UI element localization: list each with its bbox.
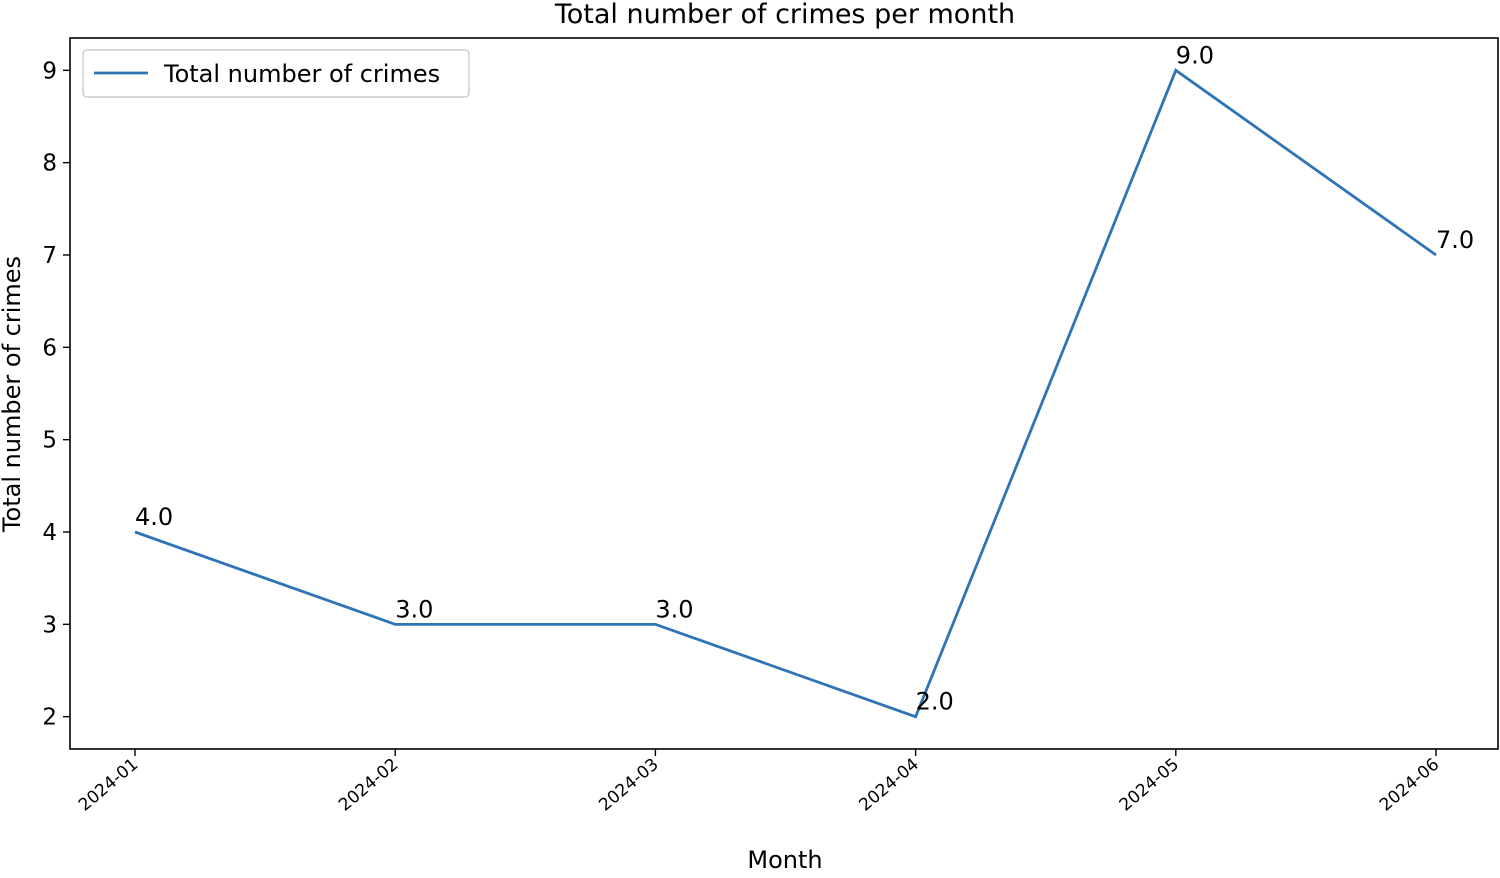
data-label: 3.0: [655, 595, 693, 623]
y-tick-label: 3: [42, 612, 57, 638]
y-tick-label: 7: [42, 243, 57, 269]
y-tick-label: 8: [42, 151, 57, 177]
x-tick-label: 2024-05: [1116, 755, 1183, 816]
chart-title: Total number of crimes per month: [554, 0, 1015, 30]
legend-label: Total number of crimes: [163, 60, 440, 88]
x-tick-label: 2024-06: [1376, 755, 1443, 816]
y-tick-label: 9: [42, 58, 57, 84]
x-tick-label: 2024-02: [335, 755, 402, 816]
y-tick-label: 2: [42, 705, 57, 731]
x-tick-label: 2024-04: [856, 755, 923, 816]
y-tick-label: 6: [42, 335, 57, 361]
x-tick-label: 2024-01: [75, 755, 142, 816]
plot-area: 2 3 4 5 6 7 8 9 2024-01 2024-02 2024-03 2024-04 2024…: [42, 38, 1498, 815]
y-tick-label: 5: [42, 428, 57, 454]
plot-frame: [70, 38, 1498, 749]
data-label: 2.0: [916, 688, 954, 716]
series-line: [135, 70, 1436, 716]
data-label: 7.0: [1436, 226, 1474, 254]
data-label: 4.0: [135, 503, 173, 531]
x-tick-label: 2024-03: [595, 755, 662, 816]
data-label: 9.0: [1176, 41, 1214, 69]
y-tick-label: 4: [42, 520, 57, 546]
x-axis-label: Month: [747, 846, 822, 874]
y-axis-label: Total number of crimes: [0, 256, 26, 533]
data-label: 3.0: [395, 595, 433, 623]
